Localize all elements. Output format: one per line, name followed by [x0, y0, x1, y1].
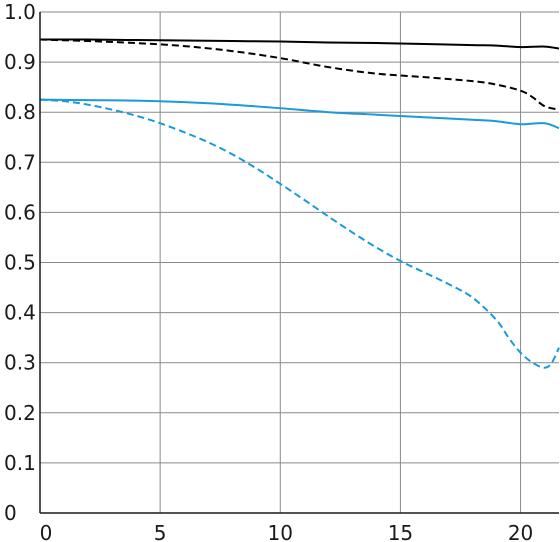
x-tick-label: 10 [268, 521, 293, 542]
axes [39, 12, 559, 514]
x-tick-label: 20 [508, 521, 533, 542]
y-tick-label: 0.4 [4, 301, 36, 325]
x-tick-label: 15 [388, 521, 413, 542]
series-blue-solid-line [39, 98, 560, 130]
y-tick-label: 0.7 [4, 150, 36, 174]
grid [40, 11, 559, 513]
y-tick-label: 0.2 [4, 401, 36, 425]
x-axis-tick-labels: 0 5 10 15 20 [40, 521, 534, 542]
y-tick-label: 0.1 [4, 451, 36, 475]
y-axis-tick-labels: 0 0.1 0.2 0.3 0.4 0.5 0.6 0.7 0.8 0.9 1.0 [4, 0, 36, 525]
y-tick-label: 0.9 [4, 50, 36, 74]
y-tick-label: 0.5 [4, 251, 36, 275]
x-tick-label: 0 [40, 521, 53, 542]
y-tick-label: 0.6 [4, 200, 36, 224]
y-tick-label: 1.0 [4, 0, 36, 24]
series-black-solid-line [39, 38, 560, 50]
y-tick-label: 0.3 [4, 351, 36, 375]
series-black-dashed-line [39, 38, 560, 111]
x-tick-label: 5 [154, 521, 167, 542]
series-group [39, 38, 560, 369]
series-blue-dashed-line [39, 98, 560, 369]
y-tick-label: 0.8 [4, 100, 36, 124]
y-tick-label: 0 [4, 501, 17, 525]
